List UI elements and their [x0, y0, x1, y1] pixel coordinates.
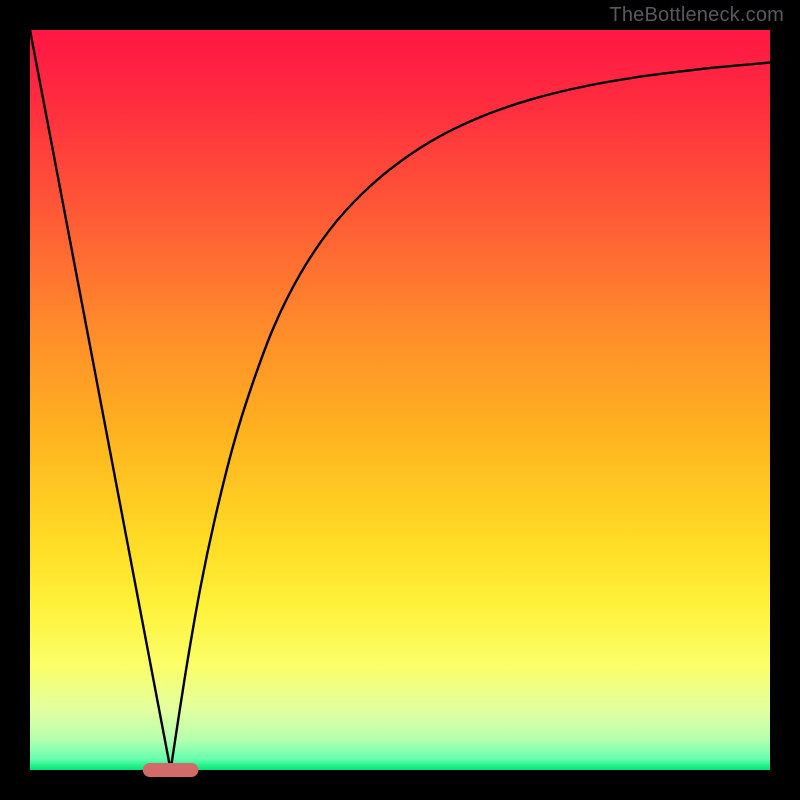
watermark-text: TheBottleneck.com [609, 4, 784, 27]
chart-background [30, 30, 770, 770]
optimal-marker [143, 763, 199, 777]
figure-root: TheBottleneck.com [0, 0, 800, 800]
bottleneck-chart [0, 0, 800, 800]
